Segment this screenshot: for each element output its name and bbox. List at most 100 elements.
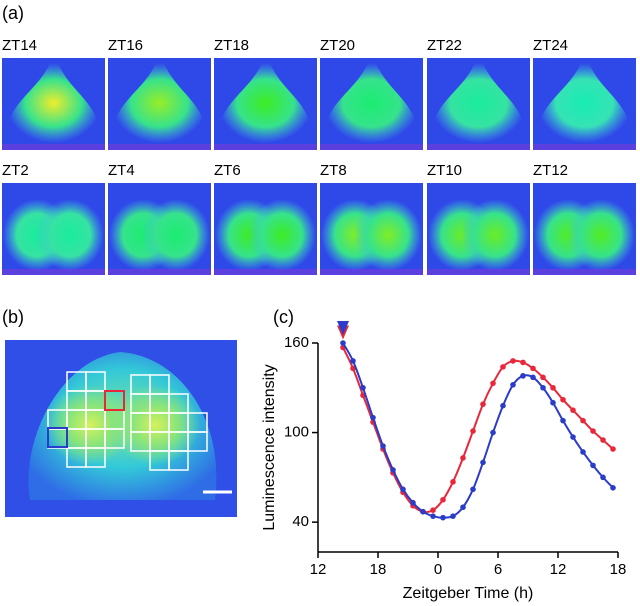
data-point: [510, 382, 516, 388]
x-axis-label: Zeitgeber Time (h): [403, 585, 534, 602]
roi-cell: [187, 431, 208, 452]
tile-floor: [533, 144, 636, 150]
data-point: [350, 365, 356, 372]
data-point: [380, 443, 386, 449]
data-point: [480, 401, 486, 408]
roi-cell: [104, 428, 125, 449]
x-tick-label: 6: [494, 561, 502, 578]
fit-line: [342, 342, 614, 519]
y-axis-label: Luminescence intensity: [261, 364, 278, 530]
tissue: [536, 63, 633, 143]
data-point: [580, 449, 586, 455]
tile-label: ZT10: [427, 162, 462, 179]
lobe: [354, 199, 422, 271]
fit-line: [342, 347, 614, 514]
tile-floor: [320, 144, 423, 150]
roi-cell: [168, 450, 189, 471]
tile-floor: [320, 269, 423, 275]
data-point: [460, 504, 466, 511]
data-point: [610, 485, 616, 491]
data-point: [340, 340, 346, 346]
tile-label: ZT18: [214, 37, 249, 54]
lobe: [248, 199, 316, 271]
panel-label: (a): [2, 3, 24, 23]
tile-floor: [214, 269, 317, 275]
data-point: [490, 429, 496, 436]
data-point: [530, 365, 536, 372]
roi-red: [104, 390, 125, 411]
tile-floor: [533, 269, 636, 275]
x-tick-label: 12: [550, 561, 567, 578]
data-point: [410, 499, 416, 506]
roi-cell: [85, 447, 106, 468]
data-point: [580, 417, 586, 424]
data-point: [390, 467, 396, 473]
tissue: [5, 63, 102, 143]
data-point: [370, 414, 376, 421]
tile-label: ZT6: [214, 162, 241, 179]
data-point: [420, 508, 426, 515]
data-point: [550, 384, 556, 391]
data-point: [450, 479, 456, 485]
tissue: [323, 63, 420, 143]
data-point: [590, 428, 596, 434]
data-point: [350, 358, 356, 364]
lobe: [142, 199, 210, 271]
tissue: [111, 63, 208, 143]
tile-label: ZT14: [2, 37, 37, 54]
data-point: [610, 446, 616, 452]
data-point: [470, 486, 476, 493]
tile-floor: [108, 144, 211, 150]
data-point: [600, 474, 606, 481]
tile-label: ZT4: [108, 162, 135, 179]
panel-label: (c): [273, 307, 294, 327]
lobe: [36, 199, 104, 271]
x-tick-label: 12: [310, 561, 327, 578]
x-tick-label: 18: [370, 561, 387, 578]
data-point: [430, 513, 436, 519]
panel-label: (b): [2, 307, 24, 327]
x-tick-label: 18: [610, 561, 627, 578]
data-point: [430, 507, 436, 513]
data-point: [520, 359, 526, 366]
data-point: [540, 384, 546, 391]
lobe: [461, 199, 529, 271]
tile-floor: [108, 269, 211, 275]
data-point: [490, 380, 496, 387]
tile-floor: [2, 269, 105, 275]
data-point: [500, 402, 506, 409]
data-point: [500, 364, 506, 370]
data-point: [480, 459, 486, 466]
y-tick-label: 160: [284, 334, 309, 351]
tile-label: ZT8: [320, 162, 347, 179]
data-point: [540, 374, 546, 381]
tile-label: ZT22: [427, 37, 462, 54]
data-point: [510, 358, 516, 364]
roi-blue: [47, 427, 68, 448]
data-point: [570, 407, 576, 413]
tissue: [430, 63, 527, 143]
data-point: [590, 462, 596, 469]
data-point: [460, 455, 466, 461]
lobe: [110, 385, 200, 465]
panel-b-image: [5, 340, 237, 517]
data-point: [470, 428, 476, 434]
tile-label: ZT20: [320, 37, 355, 54]
tile-label: ZT12: [533, 162, 568, 179]
data-point: [400, 486, 406, 493]
data-point: [570, 434, 576, 440]
tile-label: ZT2: [2, 162, 29, 179]
data-point: [450, 513, 456, 519]
y-tick-label: 40: [292, 513, 309, 530]
data-point: [600, 437, 606, 443]
data-point: [550, 399, 556, 406]
tile-floor: [427, 269, 530, 275]
tile-floor: [427, 144, 530, 150]
tile-floor: [2, 144, 105, 150]
tissue: [217, 63, 314, 143]
data-point: [440, 496, 446, 503]
y-tick-label: 100: [284, 424, 309, 441]
data-point: [560, 417, 566, 424]
data-point: [560, 396, 566, 403]
data-point: [530, 374, 536, 381]
